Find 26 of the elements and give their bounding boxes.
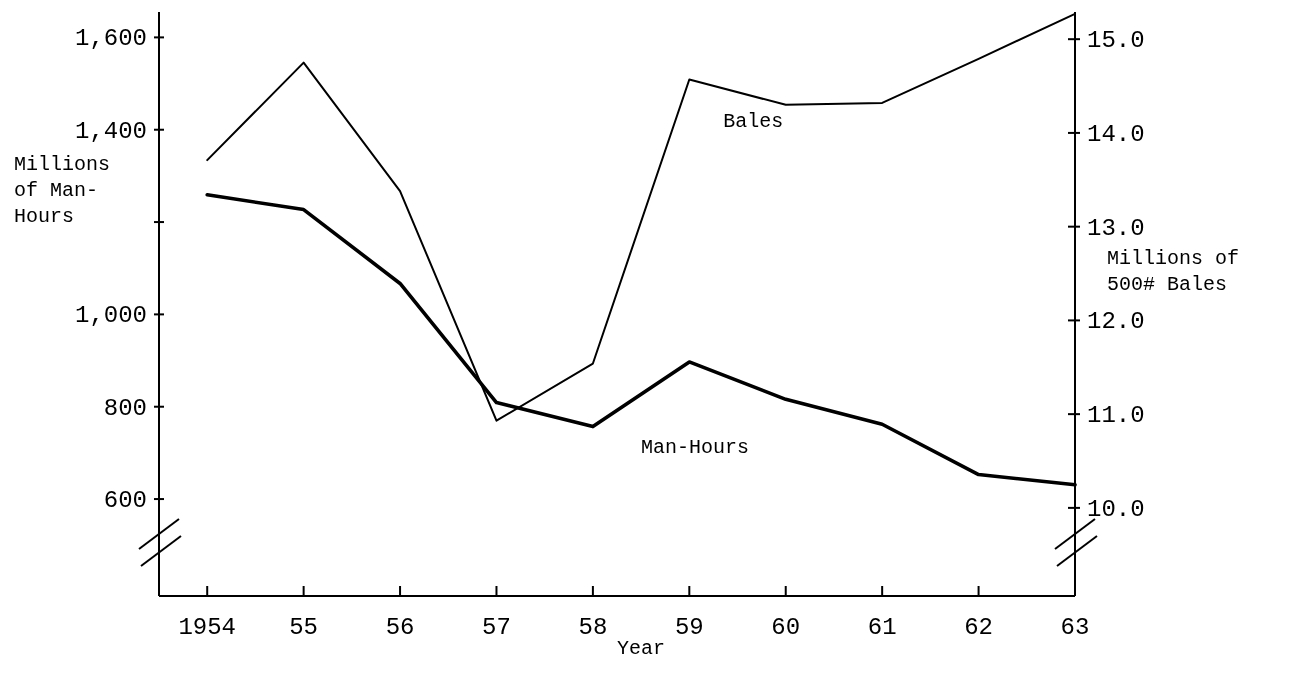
y-tick-label: 800 (103, 394, 147, 422)
series-label: Man-Hours (640, 435, 749, 459)
y-tick-label: 1,600 (74, 25, 147, 53)
y-axis-title: Millions of Man-Hours (14, 152, 111, 228)
y2-axis-title: Millions of 500# Bales (1107, 247, 1240, 297)
y-tick-label: 1,000 (74, 302, 147, 330)
series-label: Bales (723, 110, 784, 134)
y-tick-label: 1,400 (74, 117, 147, 145)
y2-tick-label: 15.0 (1087, 27, 1145, 55)
y2-tick-label: 12.0 (1087, 308, 1145, 336)
x-tick-label: 61 (867, 614, 897, 641)
y2-tick-label: 13.0 (1087, 214, 1145, 242)
x-tick-label: 57 (482, 614, 511, 641)
x-tick-label: 62 (964, 614, 993, 641)
x-tick-label: 59 (674, 614, 704, 641)
x-tick-label: 56 (385, 614, 415, 641)
x-tick-label: 1954 (178, 614, 237, 641)
y-tick-label: 600 (103, 487, 147, 515)
x-tick-label: 58 (578, 614, 608, 641)
x-axis-title: Year (617, 637, 666, 660)
y2-tick-label: 14.0 (1087, 120, 1145, 148)
x-tick-label: 60 (771, 614, 801, 641)
y2-tick-label: 11.0 (1087, 402, 1145, 430)
y2-tick-label: 10.0 (1087, 495, 1145, 523)
x-tick-label: 55 (289, 614, 319, 641)
x-tick-label: 63 (1060, 614, 1090, 641)
